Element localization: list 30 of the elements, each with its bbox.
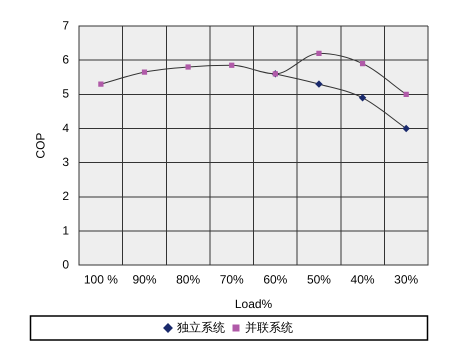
y-tick-label: 7 [62,18,70,32]
point [185,64,191,70]
y-tick-label: 4 [62,120,70,135]
y-tick-label: 1 [62,223,70,238]
legend-label: 独立系统 [177,320,225,334]
x-tick-label: 50% [306,272,332,287]
y-axis-title: COP [34,132,48,159]
x-tick-label: 30% [394,272,419,287]
point [142,70,148,75]
x-tick-label: 100 % [84,272,118,287]
point [315,80,322,88]
point [404,92,409,97]
point [229,62,234,68]
x-tick-label: 40% [350,272,375,287]
point [402,125,410,132]
y-tick-label: 2 [62,189,70,204]
point [316,50,322,56]
legend-label: 并联系统 [245,320,293,334]
x-tick-label: 70% [220,272,244,287]
y-tick-label: 6 [62,52,70,66]
point [98,81,104,87]
x-axis-title: Load% [234,297,273,312]
point [360,60,366,66]
x-tick-label: 80% [176,272,200,287]
point [359,94,366,102]
x-tick-label: 60% [263,272,288,287]
x-tick-label: 90% [132,272,157,287]
y-tick-label: 3 [62,155,70,169]
y-tick-label: 0 [62,258,70,272]
y-tick-label: 5 [62,86,70,101]
